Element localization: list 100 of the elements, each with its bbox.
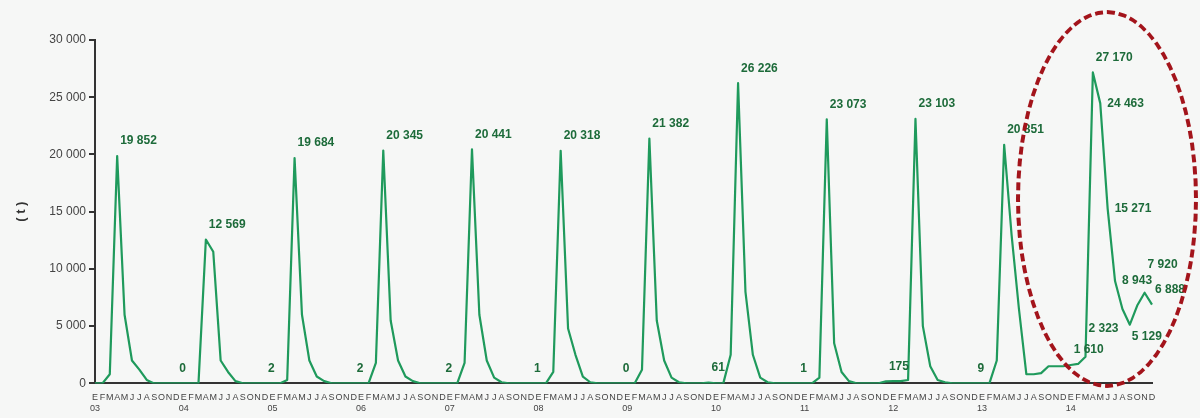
x-tick-label: O: [690, 392, 698, 403]
data-label: 1: [800, 360, 808, 375]
x-tick-label: J: [573, 392, 578, 403]
x-tick-label: N: [343, 392, 350, 403]
x-tick-label: J: [403, 392, 408, 403]
x-tick-label: N: [609, 392, 616, 403]
x-tick-label: A: [291, 392, 298, 403]
x-tick-label: J: [1105, 392, 1110, 403]
data-label: 2 323: [1088, 321, 1119, 336]
data-label: 20 441: [474, 126, 512, 141]
data-label: 12 569: [208, 216, 246, 231]
data-label: 26 226: [741, 60, 779, 75]
x-tick-label: M: [298, 392, 306, 403]
x-tick-label: A: [380, 392, 387, 403]
y-tick-label: 5 000: [55, 318, 87, 333]
x-tick-label: N: [875, 392, 882, 403]
x-tick-label: M: [653, 392, 661, 403]
x-tick-label: A: [143, 392, 150, 403]
x-tick-label: A: [1001, 392, 1008, 403]
x-tick-label: D: [793, 392, 801, 403]
x-tick-label: A: [498, 392, 505, 403]
data-label: 2: [268, 360, 276, 375]
x-tick-label: D: [882, 392, 890, 403]
x-tick-label: S: [505, 392, 512, 403]
x-tick-label: A: [587, 392, 594, 403]
x-tick-label: A: [764, 392, 771, 403]
data-label: 5 129: [1131, 329, 1163, 343]
x-tick-label: O: [956, 392, 964, 403]
x-tick-label: J: [750, 392, 756, 403]
x-tick-label: A: [409, 392, 416, 403]
x-tick-label: E 03: [89, 392, 101, 414]
x-tick-label: O: [601, 392, 609, 403]
data-label: 23 103: [918, 96, 956, 111]
x-tick-label: A: [468, 392, 475, 403]
x-tick-label: S: [1038, 392, 1045, 403]
x-tick-label: E 11: [799, 392, 810, 414]
x-tick-label: F: [809, 392, 816, 403]
x-tick-label: F: [99, 392, 106, 403]
x-tick-label: D: [1148, 392, 1156, 403]
x-tick-label: N: [697, 392, 705, 403]
x-tick-label: M: [283, 392, 291, 403]
x-tick-label: A: [942, 392, 949, 403]
x-tick-label: J: [1016, 392, 1022, 403]
x-tick-label: N: [963, 392, 971, 403]
x-tick-label: A: [1089, 392, 1096, 403]
x-tick-label: S: [860, 392, 867, 403]
x-tick-label: M: [372, 392, 380, 403]
x-tick-label: S: [328, 392, 335, 403]
x-tick-label: D: [705, 392, 713, 403]
data-label: 1: [534, 360, 542, 375]
x-tick-label: J: [484, 392, 490, 403]
y-tick-label: 0: [79, 375, 87, 390]
x-tick-label: M: [386, 392, 395, 403]
x-tick-label: A: [735, 392, 742, 403]
x-tick-label: F: [277, 392, 284, 403]
x-tick-label: M: [1007, 392, 1016, 403]
x-tick-label: S: [772, 392, 779, 403]
data-label: 2: [356, 360, 364, 375]
x-tick-label: N: [1141, 392, 1148, 403]
x-tick-label: E 14: [1065, 392, 1076, 414]
x-tick-label: J: [1024, 392, 1029, 403]
data-label: 0: [622, 360, 630, 375]
y-tick-label: 10 000: [49, 261, 87, 276]
x-tick-label: J: [669, 392, 674, 403]
x-tick-label: F: [897, 392, 904, 403]
x-tick-label: O: [867, 392, 875, 403]
x-tick-label: D: [1060, 392, 1068, 403]
data-label: 24 463: [1107, 95, 1145, 110]
x-tick-label: D: [616, 392, 624, 403]
x-tick-label: M: [1081, 392, 1090, 403]
x-tick-label: A: [321, 392, 328, 403]
x-tick-label: A: [912, 392, 919, 403]
y-tick-label: 25 000: [49, 89, 87, 104]
x-tick-label: M: [120, 392, 129, 403]
data-label: 6 888: [1155, 281, 1186, 296]
x-tick-label: A: [646, 392, 653, 403]
x-tick-label: M: [726, 392, 735, 403]
y-tick-label: 30 000: [49, 32, 87, 47]
x-tick-label: M: [815, 392, 824, 403]
x-tick-label: J: [839, 392, 844, 403]
x-tick-label: D: [173, 392, 181, 403]
x-tick-label: M: [830, 392, 838, 403]
x-tick-label: O: [335, 392, 343, 403]
data-label: 20 345: [386, 127, 424, 142]
x-tick-label: S: [1126, 392, 1133, 403]
x-tick-label: A: [232, 392, 239, 403]
x-tick-label: D: [439, 392, 447, 403]
x-tick-label: O: [158, 392, 166, 403]
x-tick-label: M: [106, 392, 114, 403]
y-axis-title: ( t ): [13, 201, 29, 222]
x-tick-label: M: [638, 392, 646, 403]
x-tick-label: O: [1133, 392, 1141, 403]
x-tick-label: J: [757, 392, 763, 403]
data-label: 15 271: [1114, 200, 1152, 215]
data-label: 9: [977, 360, 985, 375]
x-tick-label: M: [549, 392, 558, 403]
x-tick-label: J: [137, 392, 142, 403]
x-tick-label: D: [527, 392, 535, 403]
data-label: 19 852: [120, 133, 158, 148]
x-tick-label: M: [904, 392, 912, 403]
